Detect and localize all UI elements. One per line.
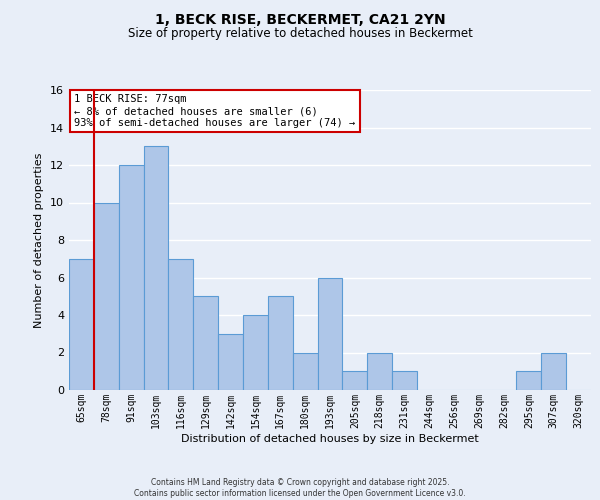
- Text: Size of property relative to detached houses in Beckermet: Size of property relative to detached ho…: [128, 28, 472, 40]
- Bar: [517, 371, 541, 390]
- Text: Contains HM Land Registry data © Crown copyright and database right 2025.
Contai: Contains HM Land Registry data © Crown c…: [134, 478, 466, 498]
- Bar: [94, 202, 119, 390]
- Bar: [268, 296, 293, 390]
- Bar: [541, 352, 566, 390]
- Bar: [243, 315, 268, 390]
- Bar: [69, 259, 94, 390]
- Y-axis label: Number of detached properties: Number of detached properties: [34, 152, 44, 328]
- Bar: [293, 352, 317, 390]
- Bar: [143, 146, 169, 390]
- Bar: [343, 371, 367, 390]
- Bar: [367, 352, 392, 390]
- Bar: [169, 259, 193, 390]
- Bar: [317, 278, 343, 390]
- Bar: [193, 296, 218, 390]
- Bar: [392, 371, 417, 390]
- Bar: [218, 334, 243, 390]
- Text: 1 BECK RISE: 77sqm
← 8% of detached houses are smaller (6)
93% of semi-detached : 1 BECK RISE: 77sqm ← 8% of detached hous…: [74, 94, 355, 128]
- X-axis label: Distribution of detached houses by size in Beckermet: Distribution of detached houses by size …: [181, 434, 479, 444]
- Text: 1, BECK RISE, BECKERMET, CA21 2YN: 1, BECK RISE, BECKERMET, CA21 2YN: [155, 12, 445, 26]
- Bar: [119, 165, 143, 390]
